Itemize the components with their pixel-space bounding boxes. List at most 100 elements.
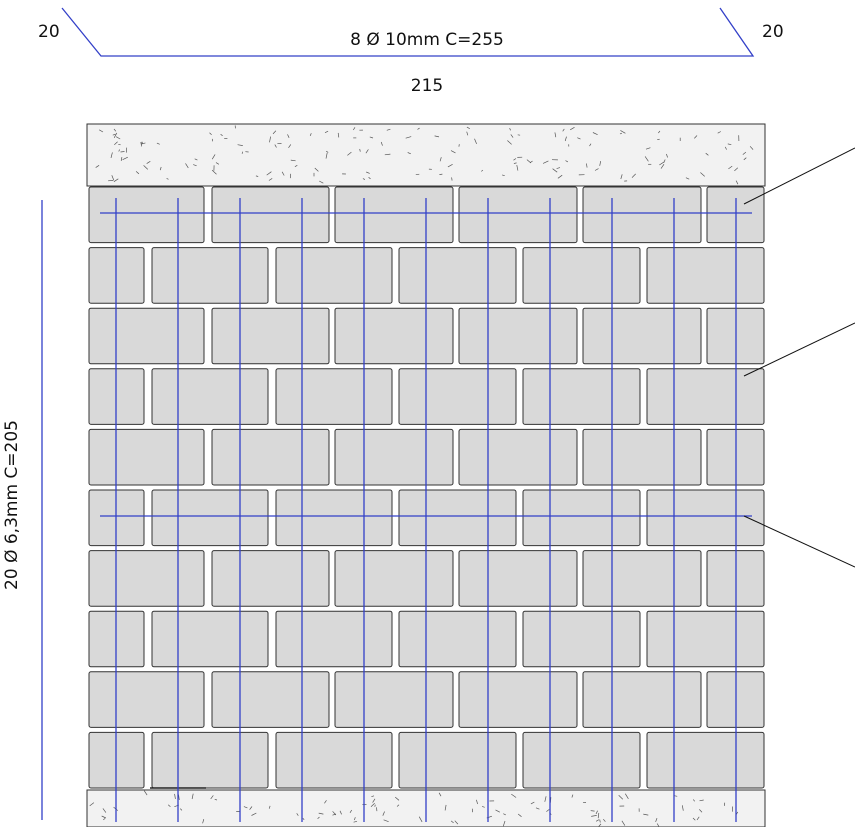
concrete-speck: [269, 136, 271, 143]
concrete-speck: [337, 132, 340, 138]
concrete-speck: [546, 809, 550, 812]
concrete-speck: [111, 175, 115, 181]
brick: [522, 610, 641, 668]
concrete-speck: [166, 178, 169, 180]
concrete-speck: [383, 819, 389, 823]
brick: [582, 671, 702, 728]
brick: [88, 186, 205, 244]
concrete-speck: [193, 164, 197, 167]
brick: [151, 610, 269, 668]
concrete-speck: [694, 135, 698, 139]
brick: [151, 247, 269, 304]
brick: [646, 247, 765, 304]
concrete-speck: [359, 148, 361, 152]
concrete-speck: [516, 165, 519, 171]
concrete-speck: [118, 149, 121, 152]
concrete-speck: [353, 127, 356, 131]
concrete-speck: [511, 793, 517, 798]
concrete-speck: [372, 798, 376, 803]
concrete-speck: [507, 140, 512, 145]
concrete-speck: [655, 817, 658, 823]
concrete-speck: [120, 157, 123, 161]
concrete-speck: [724, 146, 727, 150]
concrete-speck: [349, 809, 352, 813]
concrete-speck: [529, 160, 533, 163]
concrete-speck: [354, 817, 356, 821]
concrete-speck: [451, 177, 453, 181]
brick: [88, 307, 205, 365]
concrete-speck: [666, 153, 668, 158]
concrete-speck: [185, 163, 189, 169]
concrete-speck: [444, 804, 447, 811]
concrete-speck: [237, 144, 243, 146]
bent-bar-shape: [61, 7, 755, 57]
concrete-speck: [556, 167, 561, 169]
concrete-speck: [241, 151, 244, 154]
concrete-speck: [644, 156, 649, 162]
concrete-speck: [439, 173, 443, 175]
concrete-speck: [590, 810, 595, 812]
concrete-speck: [438, 792, 442, 797]
brick: [211, 671, 330, 728]
concrete-speck: [251, 812, 257, 816]
concrete-speck: [659, 161, 665, 166]
concrete-speck: [210, 795, 214, 800]
concrete-speck: [434, 135, 440, 138]
concrete-speck: [274, 144, 277, 148]
concrete-speck: [562, 128, 565, 132]
concrete-speck: [255, 175, 259, 177]
concrete-speck: [326, 150, 329, 153]
brick: [151, 489, 269, 547]
concrete-speck: [466, 131, 469, 136]
concrete-speck: [113, 178, 119, 182]
top-concrete-beam: [86, 123, 766, 187]
vertical-bars-spec: 20 Ø 6,3mm C=205: [2, 420, 22, 590]
concrete-speck: [450, 150, 456, 154]
concrete-speck: [101, 815, 107, 819]
concrete-speck: [394, 796, 400, 801]
concrete-speck: [159, 166, 162, 171]
concrete-speck: [618, 794, 624, 800]
concrete-speck: [474, 138, 477, 145]
concrete-speck: [513, 162, 517, 164]
concrete-speck: [214, 798, 218, 801]
concrete-speck: [319, 180, 324, 184]
concrete-speck: [685, 177, 690, 180]
concrete-speck: [288, 144, 292, 148]
concrete-speck: [296, 813, 299, 816]
concrete-speck: [530, 801, 535, 805]
concrete-speck: [146, 161, 151, 164]
brick: [582, 428, 702, 486]
brick: [458, 307, 578, 365]
brick: [275, 731, 393, 789]
concrete-speck: [734, 167, 739, 172]
concrete-speck: [586, 163, 588, 168]
concrete-speck: [552, 168, 558, 173]
brick: [458, 428, 578, 486]
concrete-speck: [589, 143, 592, 147]
top-bar-detail: 20 20 8 Ø 10mm C=255 215: [38, 7, 784, 96]
leader-lines: [743, 147, 855, 568]
concrete-speck: [660, 164, 665, 169]
concrete-speck: [89, 802, 95, 807]
brick: [211, 550, 330, 607]
concrete-speck: [454, 820, 459, 825]
leader-line-top: [743, 147, 855, 205]
concrete-speck: [324, 800, 327, 804]
concrete-speck: [140, 142, 146, 145]
concrete-speck: [591, 815, 597, 817]
concrete-speck: [191, 793, 194, 800]
concrete-speck: [102, 808, 107, 813]
concrete-speck: [366, 171, 370, 174]
brick: [522, 489, 641, 547]
concrete-speck: [728, 165, 733, 170]
concrete-speck: [439, 157, 442, 162]
concrete-speck: [309, 133, 312, 137]
concrete-speck: [407, 152, 411, 155]
brick: [458, 550, 578, 607]
leader-line-middle: [743, 515, 855, 568]
concrete-speck: [517, 813, 522, 817]
concrete-speck: [743, 157, 747, 161]
concrete-speck: [220, 134, 223, 136]
concrete-speck: [417, 127, 420, 130]
